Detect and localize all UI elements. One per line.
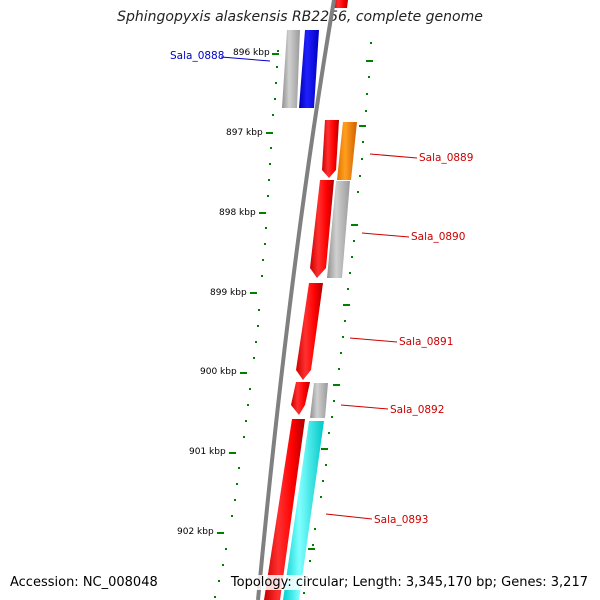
orange-feature-sala-0889 [337, 122, 357, 180]
tick-label-900: 900 kbp [200, 367, 237, 377]
leader-sala-0888 [220, 56, 271, 62]
label-sala-0892[interactable]: Sala_0892 [390, 404, 444, 416]
cyan-feature-sala-0893 [283, 421, 324, 600]
inner-dotted-track [214, 50, 279, 598]
map-title: Sphingopyxis alaskensis RB2256, complete… [117, 9, 483, 25]
outer-dotted-track [303, 42, 372, 594]
tick-label-899: 899 kbp [210, 288, 247, 298]
leader-sala-0892 [340, 404, 389, 410]
tick-label-902: 902 kbp [177, 527, 214, 537]
gene-sala-0891 [296, 283, 323, 380]
tick-label-898: 898 kbp [219, 208, 256, 218]
gene-sala-0888 [299, 30, 319, 108]
gray-feature-sala-0890 [327, 181, 350, 278]
gene-sala-0890 [310, 180, 334, 278]
outer-major-ticks [308, 60, 373, 550]
gray-feature-sala-0888 [282, 30, 300, 108]
accession-text: Accession: NC_008048 [8, 575, 160, 590]
tick-label-896: 896 kbp [233, 48, 270, 58]
gene-sala-0889 [322, 120, 339, 178]
label-sala-0891[interactable]: Sala_0891 [399, 336, 453, 348]
label-sala-0889[interactable]: Sala_0889 [419, 152, 473, 164]
gene-sala-0893 [264, 419, 305, 600]
leader-sala-0891 [349, 337, 398, 343]
leader-sala-0893 [325, 513, 373, 520]
backbone-line [256, 0, 336, 600]
tick-label-897: 897 kbp [226, 128, 263, 138]
label-sala-0888[interactable]: Sala_0888 [170, 50, 224, 62]
gray-feature-sala-0892 [310, 383, 328, 418]
label-sala-0890[interactable]: Sala_0890 [411, 231, 465, 243]
outer-feature-top [333, 0, 348, 8]
label-sala-0893[interactable]: Sala_0893 [374, 514, 428, 526]
tick-label-901: 901 kbp [189, 447, 226, 457]
leader-sala-0889 [369, 153, 418, 159]
topology-text: Topology: circular; Length: 3,345,170 bp… [228, 575, 590, 590]
major-ticks [217, 53, 279, 534]
gene-sala-0892 [291, 382, 310, 415]
leader-sala-0890 [361, 232, 410, 238]
